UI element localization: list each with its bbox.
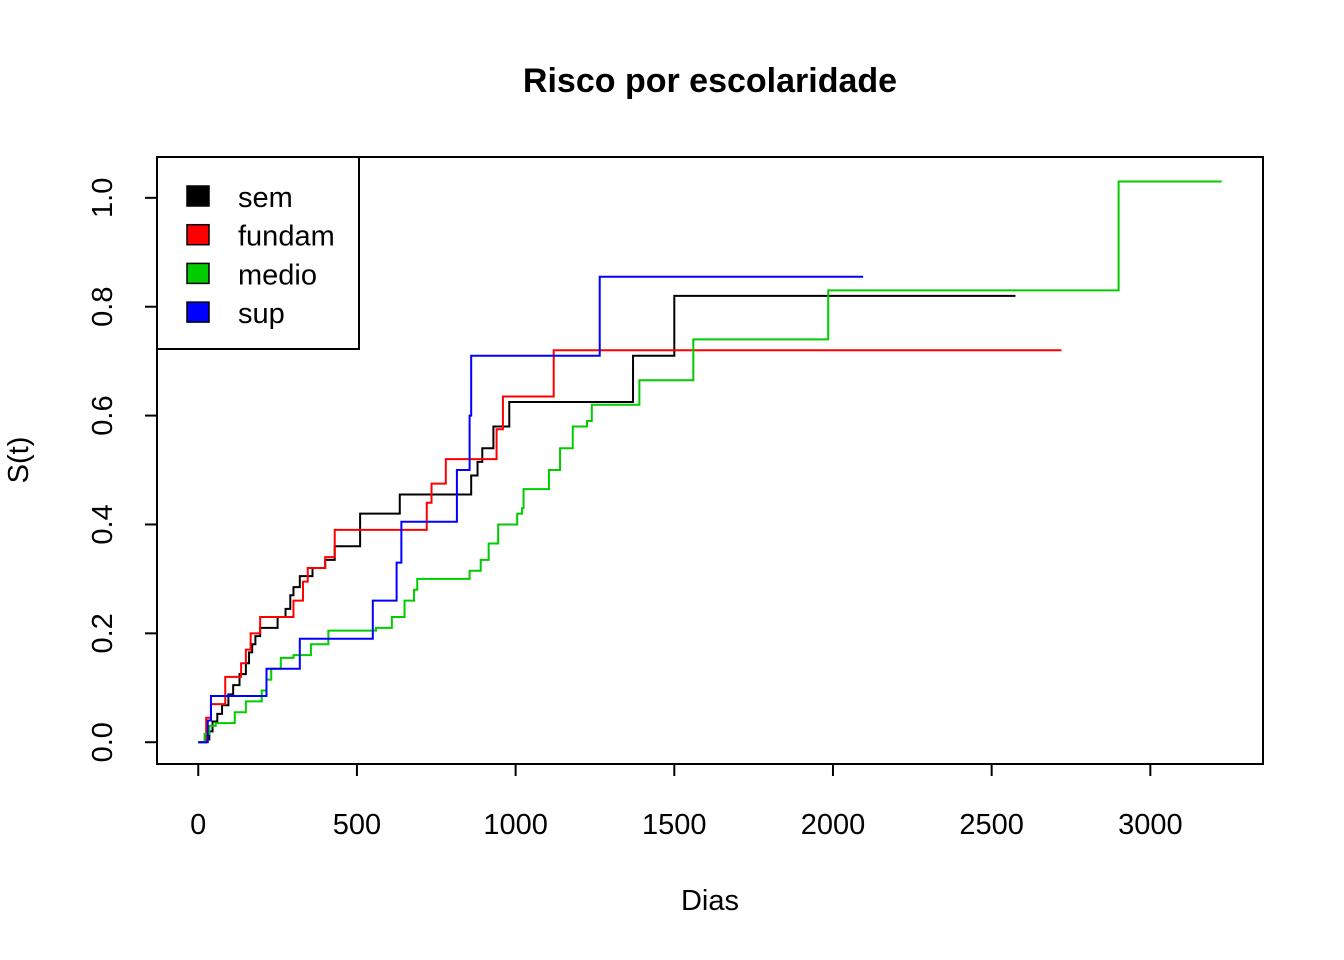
series-line-sem	[198, 294, 1016, 744]
legend-swatch-medio	[186, 262, 210, 285]
y-tick-label: 0.4	[87, 504, 119, 544]
y-tick-label: 0.6	[87, 395, 119, 435]
y-axis-label: S(t)	[3, 437, 35, 484]
y-tick-label: 1.0	[87, 178, 119, 218]
y-tick-label: 0.8	[87, 287, 119, 327]
legend-swatch-sup	[186, 301, 210, 323]
x-tick-label: 1000	[483, 809, 548, 841]
legend-swatch-fundam	[186, 223, 210, 246]
x-tick-label: 0	[190, 809, 206, 841]
legend-label-medio: medio	[238, 259, 317, 291]
x-axis: 0 500 1000 1500 2000 2500 3000	[190, 763, 1183, 841]
legend-label-sup: sup	[238, 298, 285, 330]
x-tick-label: 500	[333, 809, 381, 841]
series-line-fundam	[198, 349, 1062, 744]
legend-swatch-sem	[186, 185, 210, 207]
x-tick-label: 2500	[959, 809, 1024, 841]
y-tick-label: 0.2	[87, 613, 119, 653]
y-tick-label: 0.0	[87, 722, 119, 762]
x-tick-label: 2000	[801, 809, 866, 841]
x-tick-label: 1500	[642, 809, 707, 841]
chart-title: Risco por escolaridade	[523, 62, 897, 100]
legend-label-sem: sem	[238, 182, 293, 214]
x-tick-label: 3000	[1118, 809, 1183, 841]
x-axis-label: Dias	[681, 885, 739, 917]
series-group	[198, 180, 1222, 744]
y-axis: 0.0 0.2 0.4 0.6 0.8 1.0	[87, 178, 158, 762]
legend-label-fundam: fundam	[238, 221, 335, 253]
legend: sem fundam medio sup	[156, 156, 360, 350]
series-line-medio	[198, 180, 1222, 744]
legend-box	[156, 156, 360, 350]
series-line-sup	[198, 275, 864, 744]
